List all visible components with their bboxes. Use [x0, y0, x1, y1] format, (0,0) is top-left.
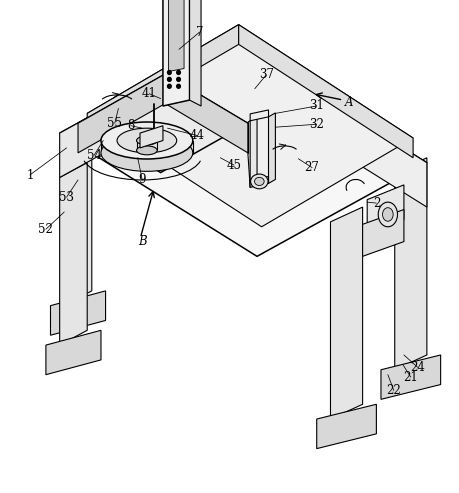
Polygon shape	[269, 113, 275, 183]
Polygon shape	[78, 74, 248, 173]
Polygon shape	[250, 117, 257, 187]
Ellipse shape	[382, 208, 393, 221]
Ellipse shape	[378, 202, 397, 227]
Text: 1: 1	[26, 169, 34, 181]
Polygon shape	[46, 330, 101, 375]
Circle shape	[168, 84, 171, 88]
Text: 22: 22	[386, 384, 401, 397]
Polygon shape	[87, 25, 413, 227]
Polygon shape	[363, 210, 404, 256]
Text: 55: 55	[107, 117, 122, 130]
Ellipse shape	[255, 177, 264, 185]
Text: 52: 52	[39, 223, 53, 236]
Polygon shape	[87, 25, 239, 133]
Ellipse shape	[117, 128, 177, 153]
Polygon shape	[165, 74, 248, 153]
Polygon shape	[64, 123, 92, 306]
Polygon shape	[381, 355, 441, 399]
Text: 31: 31	[309, 100, 324, 112]
Polygon shape	[60, 163, 87, 345]
Text: 44: 44	[190, 129, 205, 142]
Polygon shape	[250, 176, 269, 187]
Text: A: A	[345, 96, 353, 108]
Ellipse shape	[101, 122, 193, 159]
Text: 41: 41	[142, 87, 157, 100]
Ellipse shape	[137, 146, 157, 155]
Text: 21: 21	[403, 371, 418, 384]
Text: 27: 27	[305, 161, 319, 174]
Text: 54: 54	[87, 149, 101, 162]
Circle shape	[177, 70, 180, 74]
Polygon shape	[60, 39, 427, 256]
Ellipse shape	[137, 136, 157, 145]
Polygon shape	[168, 0, 184, 71]
Polygon shape	[230, 39, 427, 207]
Polygon shape	[60, 39, 230, 177]
Polygon shape	[50, 291, 106, 335]
Polygon shape	[190, 0, 201, 106]
Circle shape	[168, 77, 171, 81]
Text: 32: 32	[309, 118, 324, 131]
Polygon shape	[330, 207, 363, 419]
Circle shape	[177, 84, 180, 88]
Text: 53: 53	[59, 191, 74, 204]
Text: 8: 8	[127, 119, 134, 132]
Ellipse shape	[101, 135, 193, 172]
Polygon shape	[367, 185, 404, 234]
Polygon shape	[317, 404, 376, 449]
Polygon shape	[140, 126, 163, 148]
Ellipse shape	[251, 174, 268, 189]
Text: 7: 7	[196, 26, 203, 38]
Polygon shape	[250, 110, 269, 121]
Polygon shape	[163, 0, 190, 106]
Text: 37: 37	[259, 69, 274, 81]
Text: 45: 45	[227, 159, 241, 172]
Text: B: B	[138, 235, 146, 248]
Text: 24: 24	[410, 361, 425, 374]
Polygon shape	[78, 74, 165, 153]
Polygon shape	[239, 25, 413, 158]
Circle shape	[177, 77, 180, 81]
Polygon shape	[395, 158, 427, 370]
Text: 2: 2	[373, 197, 380, 210]
Circle shape	[168, 70, 171, 74]
Text: 9: 9	[139, 174, 146, 186]
